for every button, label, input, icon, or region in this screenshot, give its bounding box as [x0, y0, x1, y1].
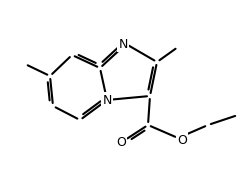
Text: O: O — [177, 133, 187, 147]
Text: O: O — [116, 136, 126, 149]
Text: N: N — [118, 38, 128, 50]
Text: N: N — [102, 93, 112, 106]
